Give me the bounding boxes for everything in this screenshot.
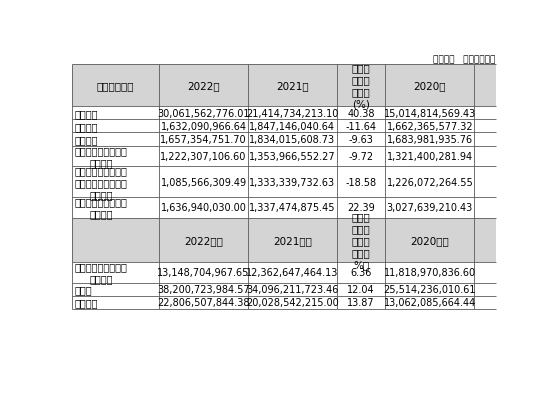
Text: 2022年末: 2022年末 (184, 235, 223, 245)
Text: 22.39: 22.39 (347, 203, 375, 213)
Text: 1,333,339,732.63: 1,333,339,732.63 (249, 177, 336, 187)
Text: 30,061,562,776.01: 30,061,562,776.01 (157, 109, 250, 119)
Text: -9.72: -9.72 (348, 151, 374, 162)
Text: 归属于上市公司股东
的净资产: 归属于上市公司股东 的净资产 (75, 262, 127, 284)
Text: 营业利润: 营业利润 (75, 122, 98, 132)
Text: 主要会计数据: 主要会计数据 (97, 81, 135, 91)
Text: 13,148,704,967.65: 13,148,704,967.65 (157, 268, 250, 277)
Text: 2021年: 2021年 (276, 81, 309, 91)
Text: 营业收入: 营业收入 (75, 109, 98, 119)
Bar (73, 167, 495, 198)
Bar (73, 65, 495, 107)
Text: 1,662,365,577.32: 1,662,365,577.32 (387, 122, 473, 132)
Text: 15,014,814,569.43: 15,014,814,569.43 (384, 109, 476, 119)
Bar (73, 120, 495, 133)
Text: 1,632,090,966.64: 1,632,090,966.64 (161, 122, 247, 132)
Text: 1,353,966,552.27: 1,353,966,552.27 (249, 151, 336, 162)
Bar (73, 133, 495, 146)
Text: 40.38: 40.38 (347, 109, 375, 119)
Text: 1,657,354,751.70: 1,657,354,751.70 (160, 134, 247, 145)
Text: 20,028,542,215.00: 20,028,542,215.00 (246, 297, 338, 307)
Text: -11.64: -11.64 (346, 122, 377, 132)
Text: 1,636,940,030.00: 1,636,940,030.00 (161, 203, 247, 213)
Bar (73, 218, 495, 262)
Text: 1,337,474,875.45: 1,337,474,875.45 (249, 203, 336, 213)
Text: 负债总额: 负债总额 (75, 297, 98, 307)
Text: -18.58: -18.58 (346, 177, 377, 187)
Text: 总资产: 总资产 (75, 284, 93, 294)
Text: 利润总额: 利润总额 (75, 134, 98, 145)
Text: 11,818,970,836.60: 11,818,970,836.60 (384, 268, 476, 277)
Bar (73, 107, 495, 120)
Text: 12,362,647,464.13: 12,362,647,464.13 (246, 268, 338, 277)
Text: 6.36: 6.36 (351, 268, 372, 277)
Text: 1,222,307,106.60: 1,222,307,106.60 (160, 151, 247, 162)
Text: 21,414,734,213.10: 21,414,734,213.10 (246, 109, 338, 119)
Text: 1,321,400,281.94: 1,321,400,281.94 (387, 151, 473, 162)
Bar (73, 146, 495, 167)
Bar (73, 262, 495, 283)
Text: 13.87: 13.87 (347, 297, 375, 307)
Text: 2021年末: 2021年末 (273, 235, 312, 245)
Bar (73, 283, 495, 296)
Text: 13,062,085,664.44: 13,062,085,664.44 (384, 297, 476, 307)
Text: 2022年: 2022年 (187, 81, 220, 91)
Text: 2020年末: 2020年末 (411, 235, 449, 245)
Text: 归属于上市公司股东
的净利润: 归属于上市公司股东 的净利润 (75, 145, 127, 168)
Bar (73, 198, 495, 218)
Text: 归属于上市公司股东
的扣除非经常性损益
的净利润: 归属于上市公司股东 的扣除非经常性损益 的净利润 (75, 165, 127, 199)
Text: 12.04: 12.04 (347, 284, 375, 294)
Text: 本期末
比上年
同期末
增减（
%）: 本期末 比上年 同期末 增减（ %） (352, 211, 371, 269)
Text: 3,027,639,210.43: 3,027,639,210.43 (387, 203, 473, 213)
Text: 1,085,566,309.49: 1,085,566,309.49 (161, 177, 247, 187)
Text: 38,200,723,984.57: 38,200,723,984.57 (157, 284, 250, 294)
Text: 1,847,146,040.64: 1,847,146,040.64 (249, 122, 335, 132)
Text: 22,806,507,844.38: 22,806,507,844.38 (157, 297, 250, 307)
Text: -9.63: -9.63 (348, 134, 373, 145)
Text: 单位：元   币种：人民币: 单位：元 币种：人民币 (433, 55, 495, 64)
Text: 1,683,981,935.76: 1,683,981,935.76 (387, 134, 473, 145)
Text: 2020年: 2020年 (414, 81, 446, 91)
Bar (73, 296, 495, 309)
Text: 1,834,015,608.73: 1,834,015,608.73 (249, 134, 336, 145)
Text: 经营活动产生的现金
流量净额: 经营活动产生的现金 流量净额 (75, 197, 127, 219)
Text: 1,226,072,264.55: 1,226,072,264.55 (387, 177, 473, 187)
Text: 25,514,236,010.61: 25,514,236,010.61 (384, 284, 476, 294)
Text: 34,096,211,723.46: 34,096,211,723.46 (246, 284, 338, 294)
Text: 本期比
上年同
期增减
(%): 本期比 上年同 期增减 (%) (352, 63, 371, 109)
